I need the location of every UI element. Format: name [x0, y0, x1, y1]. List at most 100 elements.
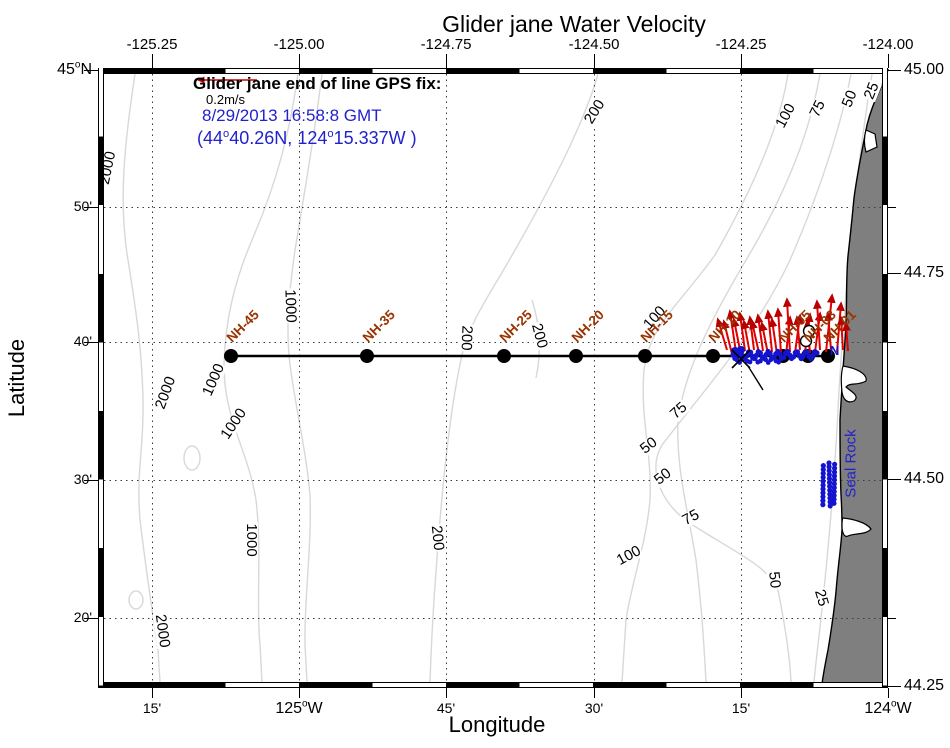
right-tick-label: 44.75: [904, 264, 945, 281]
velocity-vector: [726, 309, 737, 353]
seal-rock-glider-dot: [831, 489, 837, 495]
seal-rock-glider-dot: [820, 486, 826, 492]
right-tick-label: 45.00: [904, 61, 945, 78]
seal-rock-glider-dot: [826, 468, 832, 474]
glider-track-dot: [737, 346, 745, 354]
left-tick: [84, 617, 98, 619]
right-tick-label: 44.50: [904, 470, 945, 487]
left-tick: [84, 341, 98, 343]
seal-rock-glider-dot: [831, 496, 837, 502]
seal-rock-glider-dot: [820, 474, 826, 480]
seal-rock-glider-dot: [831, 500, 837, 506]
gps-fix-circle-marker: [799, 334, 813, 348]
map-border-left: [98, 68, 104, 688]
glider-track-dot: [757, 350, 763, 356]
seal-rock-glider-dot: [827, 491, 833, 497]
seal-rock-glider-dot: [820, 478, 826, 484]
glider-track-dot: [758, 358, 763, 364]
bottom-tick: [740, 688, 742, 698]
seal-rock-glider-dot: [831, 485, 837, 491]
station-dot: [497, 349, 511, 363]
left-tick-label: 50': [73, 198, 92, 214]
seal-rock-glider-dot: [826, 476, 833, 482]
seal-rock-glider-dot: [827, 487, 833, 493]
map-border-top: [98, 68, 888, 74]
grid-line-meridian: [299, 74, 300, 682]
right-minor-tick: [888, 206, 896, 208]
bottom-tick: [593, 688, 595, 698]
contour-value-label: 25: [811, 587, 832, 609]
top-tick: [151, 54, 153, 68]
right-tick: [888, 272, 901, 274]
bottom-tick: [151, 688, 153, 698]
bottom-tick-label: 15': [142, 700, 162, 716]
station-dot: [360, 349, 374, 363]
velocity-vector: [824, 311, 833, 351]
velocity-vector: [736, 311, 746, 352]
map-border-bottom: [98, 682, 888, 688]
seal-rock-glider-dot: [827, 483, 833, 489]
glider-track-dot: [790, 354, 797, 360]
velocity-vector: [759, 321, 769, 355]
glider-track-dot: [800, 353, 806, 359]
seal-rock-glider-dot: [820, 482, 826, 488]
seal-rock-glider-dot: [820, 466, 826, 473]
depth-contour: [122, 73, 161, 683]
right-minor-tick: [888, 617, 896, 619]
map-border-right: [882, 68, 888, 688]
top-tick: [740, 54, 742, 68]
glider-track: [730, 346, 838, 509]
velocity-vector: [782, 297, 792, 353]
left-tick: [84, 206, 98, 208]
glider-track-dot: [752, 356, 758, 361]
seal-rock-glider-dot: [826, 460, 832, 466]
glider-track-dot: [776, 359, 781, 365]
seal-rock-label: Seal Rock: [842, 429, 860, 498]
contour-value-label: 2000: [151, 612, 174, 650]
figure-title: Glider jane Water Velocity: [442, 11, 706, 37]
seal-rock-glider-dot: [831, 465, 838, 471]
seal-rock-glider-dot: [832, 461, 838, 467]
velocity-vector: [814, 311, 824, 353]
velocity-vector: [836, 301, 845, 353]
bottom-tick: [887, 688, 889, 698]
seal-rock-glider-dot: [831, 492, 837, 499]
bottom-tick-label: 125oW: [275, 698, 323, 717]
contour-value-label: 1000: [281, 288, 300, 324]
x-axis-label: Longitude: [448, 712, 546, 737]
velocity-vector: [813, 299, 822, 351]
top-tick: [887, 54, 889, 68]
seal-rock-glider-dot: [820, 498, 826, 504]
bottom-tick: [445, 688, 447, 698]
legend-scale-label: 0.2m/s: [206, 92, 246, 107]
left-tick-label: 40': [73, 333, 92, 349]
contour-value-label: 200: [457, 324, 476, 352]
legend-gps-position: (44o40.26N, 124o15.337W ): [197, 128, 417, 148]
velocity-vector: [768, 317, 778, 355]
seal-rock-glider-dot: [831, 477, 837, 483]
grid-line-parallel: [104, 342, 882, 343]
glider-track-dot: [778, 356, 784, 361]
bottom-tick: [298, 688, 300, 698]
seal-rock-glider-dot: [826, 479, 833, 486]
top-tick-label: -125.25: [126, 36, 178, 53]
estuary-inlet: [863, 129, 878, 153]
velocity-vector: [764, 309, 774, 353]
contour-value-label: 1000: [243, 522, 260, 558]
seal-rock-glider-dot: [820, 490, 826, 496]
depth-contour-closed: [183, 445, 201, 471]
legend-datetime: 8/29/2013 16:58:8 GMT: [202, 106, 382, 125]
velocity-vector: [793, 315, 803, 351]
velocity-vector: [740, 319, 751, 355]
right-tick: [888, 478, 901, 480]
bottom-tick-label: 30': [584, 700, 604, 716]
top-tick-label: -124.50: [568, 36, 620, 53]
seal-rock-glider-dot: [820, 463, 826, 469]
estuary-inlet: [841, 517, 872, 537]
top-tick: [445, 54, 447, 68]
seal-rock-glider-dot: [831, 481, 837, 487]
station-dot: [706, 349, 720, 363]
bottom-tick-label: 15': [731, 700, 751, 716]
velocity-vector: [837, 315, 846, 351]
top-tick: [593, 54, 595, 68]
